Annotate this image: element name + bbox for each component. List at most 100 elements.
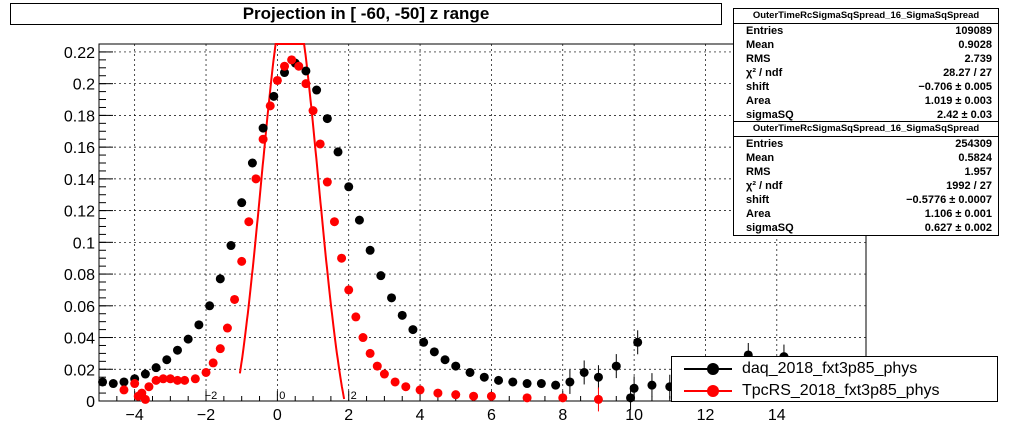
y-tick-label: 0.14 (64, 172, 95, 189)
stats-row: RMS 1.957 (734, 165, 998, 179)
data-point-tpcrs (190, 374, 200, 384)
stats-row: χ² / ndf 1992 / 27 (734, 179, 998, 193)
data-point-daq (237, 198, 247, 208)
data-point-daq (162, 355, 172, 365)
data-point-daq (376, 271, 386, 281)
data-point-tpcrs (222, 323, 232, 333)
y-tick-label: 0.04 (64, 331, 95, 348)
stats-value: 1.019 ± 0.003 (924, 95, 992, 107)
data-point-tpcrs (351, 312, 361, 322)
stats-value: 254309 (955, 138, 992, 150)
data-point-tpcrs (272, 75, 282, 85)
data-point-daq (397, 310, 407, 320)
data-point-daq (301, 66, 311, 76)
stats-value: 1.106 ± 0.001 (924, 208, 992, 220)
data-point-daq (611, 361, 621, 371)
inner-tick-label: 2 (351, 390, 357, 402)
x-tick-label: 0 (273, 407, 282, 424)
stats-value: −0.5776 ± 0.0007 (906, 194, 992, 206)
stats-value: 0.9028 (958, 39, 992, 51)
data-point-daq (408, 325, 418, 335)
data-point-tpcrs (158, 374, 168, 384)
y-tick-label: 0.08 (64, 267, 95, 284)
data-point-daq (565, 377, 575, 387)
data-point-daq (183, 334, 193, 344)
data-point-tpcrs (372, 361, 382, 371)
x-tick-label: 14 (768, 407, 786, 424)
y-tick-label: 0.18 (64, 108, 95, 125)
data-point-daq (387, 293, 397, 303)
data-point-daq (465, 367, 475, 377)
data-point-daq (108, 379, 118, 389)
stats-value: −0.706 ± 0.005 (918, 81, 992, 93)
data-point-tpcrs (486, 391, 496, 401)
legend: daq_2018_fxt3p85_phys TpcRS_2018_fxt3p85… (671, 356, 998, 402)
x-tick-label: 6 (487, 407, 496, 424)
data-point-tpcrs (133, 391, 143, 401)
stats-label: shift (746, 194, 770, 206)
data-point-tpcrs (415, 385, 425, 395)
stats-row: Entries 254309 (734, 137, 998, 151)
chart-title: Projection in [ -60, -50] z range (10, 3, 722, 25)
data-point-daq (194, 320, 204, 330)
data-point-tpcrs (593, 394, 603, 404)
y-tick-label: 0.02 (64, 362, 95, 379)
stats-header: OuterTimeRcSigmaSqSpread_16_SigmaSqSprea… (734, 9, 998, 24)
data-point-tpcrs (365, 348, 375, 358)
data-point-tpcrs (230, 294, 240, 304)
data-point-daq (522, 379, 532, 389)
data-point-tpcrs (329, 217, 339, 227)
data-point-daq (536, 379, 546, 389)
data-point-tpcrs (244, 217, 254, 227)
data-point-daq (419, 337, 429, 347)
stats-label: RMS (746, 53, 771, 65)
data-point-daq (322, 114, 332, 124)
data-point-daq (205, 301, 215, 311)
stats-row: sigmaSQ 0.627 ± 0.002 (734, 221, 998, 235)
data-point-tpcrs (315, 139, 325, 149)
data-point-daq (551, 380, 561, 390)
x-tick-label: 8 (558, 407, 567, 424)
data-point-tpcrs (172, 375, 182, 385)
data-point-tpcrs (337, 253, 347, 263)
stats-row: sigmaSQ 2.42 ± 0.03 (734, 108, 998, 122)
data-point-daq (626, 393, 636, 403)
stats-value: 109089 (955, 25, 992, 37)
data-point-daq (451, 361, 461, 371)
data-point-daq (494, 375, 504, 385)
stats-label: Area (746, 208, 771, 220)
data-point-tpcrs (469, 391, 479, 401)
data-point-tpcrs (140, 394, 150, 404)
data-point-tpcrs (451, 390, 461, 400)
data-point-daq (247, 158, 257, 168)
data-point-tpcrs (390, 377, 400, 387)
stats-label: χ² / ndf (746, 67, 783, 79)
y-zero-label: 0 (86, 394, 95, 411)
data-point-daq (140, 369, 150, 379)
y-tick-label: 0.22 (64, 45, 95, 62)
stats-row: Mean 0.5824 (734, 151, 998, 165)
data-point-tpcrs (379, 369, 389, 379)
data-point-tpcrs (265, 101, 275, 111)
stats-value: 0.627 ± 0.002 (924, 222, 992, 234)
y-tick-label: 0.12 (64, 204, 95, 221)
data-point-daq (354, 215, 364, 225)
stats-label: shift (746, 81, 770, 93)
data-point-daq (258, 123, 268, 133)
stats-value: 2.739 (964, 53, 992, 65)
x-tick-label: 4 (416, 407, 425, 424)
stats-label: Mean (746, 39, 775, 51)
stats-value: 28.27 / 27 (943, 67, 992, 79)
data-point-tpcrs (208, 358, 218, 368)
legend-entry-daq: daq_2018_fxt3p85_phys (672, 358, 997, 380)
data-point-daq (226, 241, 236, 251)
stats-row: Entries 109089 (734, 24, 998, 38)
data-point-tpcrs (130, 379, 140, 389)
data-point-tpcrs (294, 61, 304, 71)
data-point-tpcrs (119, 385, 129, 395)
data-point-daq (172, 345, 182, 355)
data-point-daq (215, 274, 225, 284)
stats-row: RMS 2.739 (734, 52, 998, 66)
data-point-tpcrs (433, 388, 443, 398)
